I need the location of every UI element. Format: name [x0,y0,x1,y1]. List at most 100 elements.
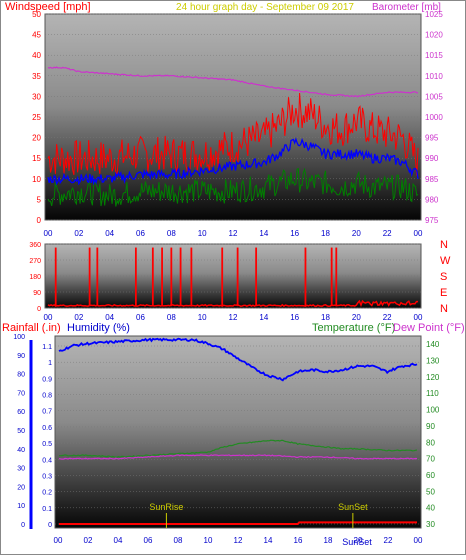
direction-x-tick: 06 [136,313,145,322]
windspeed-tick: 25 [32,113,41,122]
wind-x-tick-labels: 00 02 04 06 08 10 12 14 16 18 20 22 00 [44,229,423,238]
climate-x-tick: 00 [54,536,63,545]
humidity-tick: 80 [17,372,25,379]
compass-label: S [440,271,447,283]
climate-x-tick: 08 [174,536,183,545]
wind-x-tick: 16 [290,229,299,238]
windspeed-tick: 50 [32,10,41,19]
windspeed-tick: 30 [32,92,41,101]
climate-x-tick: 16 [294,536,303,545]
rainfall-tick: 0.3 [42,473,52,480]
temperature-axis-title: Temperature (°F) [312,322,395,334]
graph-title: 24 hour graph day - September 09 2017 [176,2,354,13]
climate-x-tick: 02 [84,536,93,545]
windspeed-tick: 15 [32,154,41,163]
rainfall-tick: 0.8 [42,393,52,400]
temperature-tick: 100 [426,406,440,415]
humidity-tick: 50 [17,428,25,435]
humidity-tick: 100 [13,334,25,341]
climate-x-tick: 20 [354,536,363,545]
windspeed-tick: 10 [32,175,41,184]
rainfall-tick: 0.1 [42,506,52,513]
direction-x-tick: 12 [229,313,238,322]
wind-series [47,66,419,207]
direction-x-tick: 10 [198,313,207,322]
rainfall-tick: 1.1 [42,344,52,351]
compass-label: N [440,303,448,315]
rainfall-tick: 0.6 [42,425,52,432]
climate-panel-background [54,335,422,529]
rainfall-tick: 0.9 [42,376,52,383]
humidity-tick-labels: 0 10 20 30 40 50 60 70 80 90 100 [13,334,25,529]
temperature-tick: 60 [426,471,435,480]
temperature-line [59,439,418,458]
humidity-tick: 20 [17,484,25,491]
direction-x-tick-labels: 00 02 04 06 08 10 12 14 16 18 20 22 00 [44,313,423,322]
rainfall-tick: 0.5 [42,441,52,448]
climate-x-tick: 12 [234,536,243,545]
humidity-line [58,337,418,382]
barometer-tick: 1010 [425,72,443,81]
wind-x-tick: 22 [383,229,392,238]
wind-x-tick: 02 [74,229,83,238]
wind-x-tick: 08 [167,229,176,238]
climate-x-tick: 14 [264,536,273,545]
rainfall-tick: 0.7 [42,409,52,416]
wind-x-tick: 06 [136,229,145,238]
temperature-tick: 140 [426,340,440,349]
rainfall-tick: 0.2 [42,490,52,497]
wind-x-tick: 12 [229,229,238,238]
humidity-axis-title: Humidity (%) [67,322,130,334]
barometer-tick: 1015 [425,51,443,60]
rainfall-axis-title: Rainfall (.in) [2,322,61,334]
temperature-tick: 70 [426,455,435,464]
barometer-tick: 990 [425,154,439,163]
sun-marker-label: SunSet [338,502,368,512]
rainfall-tick-labels: 0 0.1 0.2 0.3 0.4 0.5 0.6 0.7 0.8 0.9 1 1.1 [42,344,52,529]
barometer-tick: 975 [425,216,439,225]
dewpoint-axis-title: Dew Point (°F) [393,322,465,334]
climate-series [58,337,418,525]
temperature-tick: 110 [426,389,439,398]
direction-baseline [47,299,418,308]
wind-x-tick: 20 [352,229,361,238]
climate-x-tick: 18 [324,536,333,545]
direction-x-tick: 22 [383,313,392,322]
rainfall-tick: 0 [48,522,52,529]
gust-line [47,92,419,176]
windspeed-tick: 20 [32,134,41,143]
windspeed-tick: 40 [32,51,41,60]
direction-x-tick: 02 [74,313,83,322]
temperature-tick-labels: 30 40 50 60 70 80 90 100 110 120 130 140 [426,340,440,529]
humidity-tick: 60 [17,409,25,416]
temperature-tick: 30 [426,520,435,529]
windspeed-axis-title: Windspeed [mph] [5,1,91,13]
temperature-tick: 130 [426,357,440,366]
wind-x-tick: 00 [414,229,423,238]
temperature-tick: 50 [426,487,435,496]
direction-x-tick: 08 [167,313,176,322]
wind-x-tick: 18 [321,229,330,238]
rainfall-line [59,521,417,525]
barometer-tick: 1020 [425,31,443,40]
low-wind-line [47,167,419,207]
compass-label: E [440,287,447,299]
climate-x-tick: 06 [144,536,153,545]
direction-tick: 90 [33,290,41,297]
direction-x-tick: 20 [352,313,361,322]
wind-x-tick: 00 [44,229,53,238]
barometer-tick: 995 [425,134,439,143]
humidity-tick: 70 [17,390,25,397]
windspeed-tick-labels: 0 5 10 15 20 25 30 35 40 45 50 [32,10,41,225]
climate-x-tick-labels: 00 02 04 06 08 10 12 14 16 18 20 22 00 [54,536,423,545]
compass-label: W [440,255,451,267]
direction-tick: 0 [37,306,41,313]
barometer-tick: 1005 [425,92,443,101]
rainfall-tick: 0.4 [42,457,52,464]
temperature-tick: 80 [426,438,435,447]
direction-x-tick: 00 [414,313,423,322]
humidity-tick: 90 [17,353,25,360]
temperature-tick: 120 [426,373,440,382]
